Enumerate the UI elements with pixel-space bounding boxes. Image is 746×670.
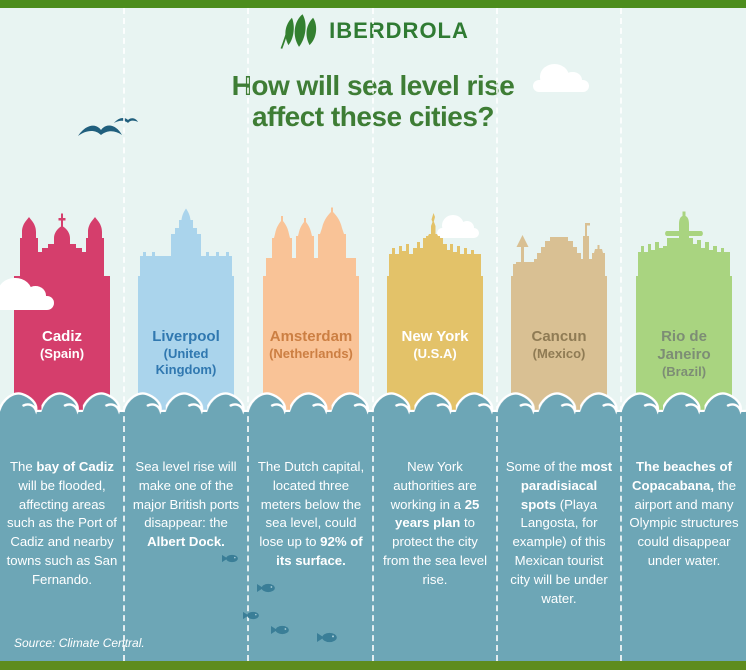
cloud-icon xyxy=(0,277,54,310)
fish-icon xyxy=(243,611,259,620)
city-description-amsterdam: The Dutch capital, located three meters … xyxy=(257,459,365,568)
city-name: Rio de Janeiro xyxy=(657,328,711,363)
city-description-rio: The beaches of Copacabana, the airport a… xyxy=(629,459,739,568)
city-name: Cancun xyxy=(531,328,587,345)
column-divider xyxy=(123,8,125,661)
cancun-landmarks-icon xyxy=(513,223,605,277)
column-divider xyxy=(496,8,498,661)
city-country: (United Kingdom) xyxy=(155,346,217,377)
city-country: (U.S.A) xyxy=(413,346,457,361)
city-description-liverpool: Sea level rise will make one of the majo… xyxy=(132,459,240,550)
cloud-icon xyxy=(437,215,479,238)
column-divider xyxy=(247,8,249,661)
city-name: New York xyxy=(401,328,469,345)
city-name: Cadiz xyxy=(41,328,82,345)
city-country: (Brazil) xyxy=(661,364,707,379)
fish-icon xyxy=(257,583,275,593)
cloud-icon xyxy=(533,64,589,92)
brand-logo: IBERDROLA xyxy=(0,12,746,50)
city-description-cadiz: The bay of Cadiz will be flooded, affect… xyxy=(6,459,118,587)
brand-name: IBERDROLA xyxy=(329,18,469,43)
city-description-cancun: Some of the most paradisiacal spots (Pla… xyxy=(505,459,613,606)
city-country: (Netherlands) xyxy=(269,346,353,361)
amsterdam-church-icon xyxy=(266,207,356,277)
top-green-bar xyxy=(0,0,746,8)
column-divider xyxy=(620,8,622,661)
city-country: (Mexico) xyxy=(532,346,586,361)
liver-building-icon xyxy=(140,208,232,277)
seagulls-icon xyxy=(78,118,138,136)
city-name: Liverpool xyxy=(152,328,220,345)
city-name: Amsterdam xyxy=(269,328,353,345)
statue-of-liberty-skyline-icon xyxy=(389,213,481,277)
column-divider xyxy=(372,8,374,661)
city-description-new-york: New York authorities are working in a 25… xyxy=(382,459,488,587)
christ-redeemer-skyline-icon xyxy=(638,211,730,277)
cadiz-cathedral-icon xyxy=(20,213,104,277)
city-country: (Spain) xyxy=(39,346,85,361)
bottom-green-bar xyxy=(0,661,746,670)
iberdrola-leaves-icon xyxy=(280,14,317,49)
source-caption: Source: Climate Central. xyxy=(14,636,145,650)
fish-icon xyxy=(317,632,337,643)
fish-icon xyxy=(222,554,238,563)
fish-icon xyxy=(271,625,289,635)
